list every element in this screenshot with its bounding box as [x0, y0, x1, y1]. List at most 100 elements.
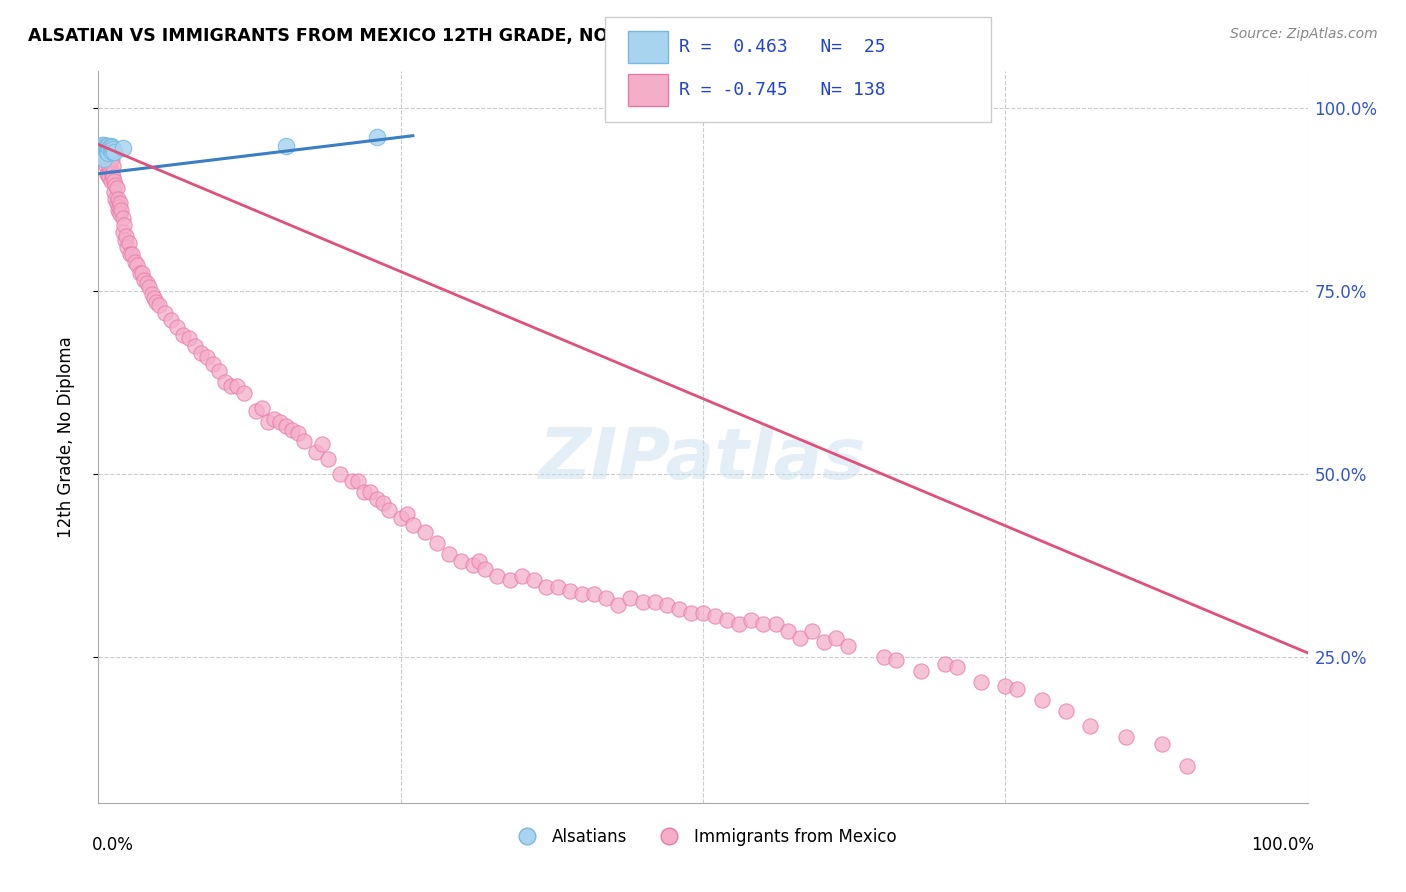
Point: [98, 160, 121, 174]
Point: [366, 130, 388, 145]
Point: [96, 145, 118, 159]
Point: [118, 247, 141, 261]
Point: [114, 233, 136, 247]
Point: [134, 273, 156, 287]
Point: [94, 144, 117, 158]
Point: [347, 474, 370, 488]
Point: [837, 639, 859, 653]
Point: [360, 485, 382, 500]
Point: [97, 155, 120, 169]
Point: [148, 298, 170, 312]
Point: [534, 580, 557, 594]
Point: [274, 139, 297, 153]
Point: [135, 277, 157, 291]
Point: [111, 225, 134, 239]
Point: [100, 163, 122, 178]
Point: [153, 306, 176, 320]
Point: [716, 613, 738, 627]
Point: [371, 496, 394, 510]
Point: [287, 426, 309, 441]
Point: [179, 331, 201, 345]
Point: [104, 193, 127, 207]
Point: [970, 675, 993, 690]
Point: [704, 609, 727, 624]
Point: [631, 594, 654, 608]
Point: [100, 140, 122, 154]
Point: [281, 423, 304, 437]
Point: [145, 294, 167, 309]
Point: [100, 152, 122, 166]
Point: [128, 266, 150, 280]
Text: 0.0%: 0.0%: [93, 836, 134, 854]
Point: [226, 379, 249, 393]
Point: [1007, 682, 1029, 697]
Point: [994, 679, 1017, 693]
Point: [103, 145, 125, 159]
Point: [110, 203, 132, 218]
Text: 100.0%: 100.0%: [1250, 836, 1313, 854]
Point: [172, 327, 194, 342]
Point: [1078, 719, 1101, 733]
Point: [94, 160, 117, 174]
Point: [263, 412, 285, 426]
Point: [143, 291, 166, 305]
Point: [825, 632, 848, 646]
Point: [377, 503, 399, 517]
Point: [108, 200, 131, 214]
Point: [728, 616, 751, 631]
Legend: Alsatians, Immigrants from Mexico: Alsatians, Immigrants from Mexico: [503, 822, 903, 853]
Point: [1054, 705, 1077, 719]
Point: [946, 660, 969, 674]
Point: [93, 148, 115, 162]
Point: [91, 137, 114, 152]
Point: [342, 474, 364, 488]
Point: [100, 145, 122, 159]
Point: [93, 152, 115, 166]
Point: [94, 145, 117, 159]
Point: [1175, 759, 1198, 773]
Point: [105, 181, 128, 195]
Point: [127, 258, 149, 272]
Point: [668, 602, 690, 616]
Point: [437, 547, 460, 561]
Point: [468, 554, 491, 568]
Point: [547, 580, 569, 594]
Text: Source: ZipAtlas.com: Source: ZipAtlas.com: [1230, 27, 1378, 41]
Point: [558, 583, 581, 598]
Point: [104, 178, 127, 192]
Point: [97, 167, 120, 181]
Point: [389, 510, 412, 524]
Point: [1115, 730, 1137, 744]
Point: [1031, 693, 1053, 707]
Point: [121, 247, 143, 261]
Point: [108, 196, 131, 211]
Point: [93, 137, 115, 152]
Point: [316, 452, 339, 467]
Point: [426, 536, 449, 550]
Point: [107, 203, 129, 218]
Point: [112, 218, 135, 232]
Point: [1152, 737, 1174, 751]
Point: [195, 350, 218, 364]
Point: [93, 152, 115, 166]
Point: [97, 146, 120, 161]
Point: [232, 386, 254, 401]
Point: [413, 525, 436, 540]
Point: [97, 145, 120, 159]
Point: [292, 434, 315, 448]
Text: R =  0.463   N=  25: R = 0.463 N= 25: [679, 37, 886, 56]
Point: [103, 174, 125, 188]
Point: [94, 139, 117, 153]
Point: [655, 599, 678, 613]
Point: [450, 554, 472, 568]
Point: [111, 211, 134, 225]
Point: [100, 144, 122, 158]
Point: [115, 229, 138, 244]
Point: [103, 185, 125, 199]
Point: [93, 145, 115, 159]
Point: [789, 632, 811, 646]
Point: [93, 141, 115, 155]
Point: [395, 507, 418, 521]
Point: [402, 517, 425, 532]
Point: [96, 145, 118, 159]
